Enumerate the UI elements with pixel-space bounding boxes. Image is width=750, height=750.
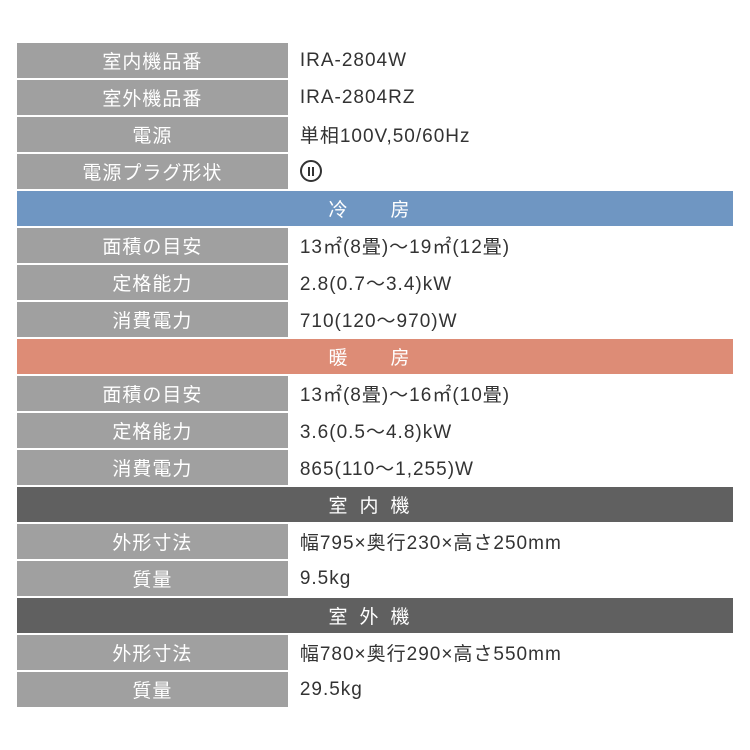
- value-heating-area: 13㎡(8畳)～16㎡(10畳): [289, 375, 734, 412]
- label-outdoor-model: 室外機品番: [16, 79, 289, 116]
- label-outdoor-weight: 質量: [16, 671, 289, 708]
- section-indoor-title: 室内機: [16, 486, 734, 523]
- label-indoor-weight: 質量: [16, 560, 289, 597]
- value-indoor-dimensions: 幅795×奥行230×高さ250mm: [289, 523, 734, 560]
- value-heating-power: 865(110～1,255)W: [289, 449, 734, 486]
- label-indoor-dimensions: 外形寸法: [16, 523, 289, 560]
- value-power: 単相100V,50/60Hz: [289, 116, 734, 153]
- section-cooling-title: 冷 房: [16, 190, 734, 227]
- value-indoor-model: IRA-2804W: [289, 42, 734, 79]
- label-heating-capacity: 定格能力: [16, 412, 289, 449]
- section-heating: 暖 房: [16, 338, 734, 375]
- plug-icon: [300, 160, 322, 182]
- label-plug: 電源プラグ形状: [16, 153, 289, 190]
- value-indoor-weight: 9.5kg: [289, 560, 734, 597]
- label-heating-area: 面積の目安: [16, 375, 289, 412]
- section-indoor-unit: 室内機: [16, 486, 734, 523]
- value-cooling-area: 13㎡(8畳)～19㎡(12畳): [289, 227, 734, 264]
- label-heating-power: 消費電力: [16, 449, 289, 486]
- value-plug: [289, 153, 734, 190]
- label-outdoor-dimensions: 外形寸法: [16, 634, 289, 671]
- section-cooling: 冷 房: [16, 190, 734, 227]
- row-outdoor-weight: 質量 29.5kg: [16, 671, 734, 708]
- label-cooling-power: 消費電力: [16, 301, 289, 338]
- row-plug: 電源プラグ形状: [16, 153, 734, 190]
- row-indoor-model: 室内機品番 IRA-2804W: [16, 42, 734, 79]
- label-indoor-model: 室内機品番: [16, 42, 289, 79]
- row-heating-power: 消費電力 865(110～1,255)W: [16, 449, 734, 486]
- value-cooling-capacity: 2.8(0.7～3.4)kW: [289, 264, 734, 301]
- row-cooling-capacity: 定格能力 2.8(0.7～3.4)kW: [16, 264, 734, 301]
- value-heating-capacity: 3.6(0.5～4.8)kW: [289, 412, 734, 449]
- label-cooling-capacity: 定格能力: [16, 264, 289, 301]
- row-indoor-weight: 質量 9.5kg: [16, 560, 734, 597]
- label-cooling-area: 面積の目安: [16, 227, 289, 264]
- row-outdoor-dimensions: 外形寸法 幅780×奥行290×高さ550mm: [16, 634, 734, 671]
- spec-table: 室内機品番 IRA-2804W 室外機品番 IRA-2804RZ 電源 単相10…: [15, 41, 735, 709]
- section-outdoor-unit: 室外機: [16, 597, 734, 634]
- row-cooling-area: 面積の目安 13㎡(8畳)～19㎡(12畳): [16, 227, 734, 264]
- value-outdoor-dimensions: 幅780×奥行290×高さ550mm: [289, 634, 734, 671]
- row-heating-area: 面積の目安 13㎡(8畳)～16㎡(10畳): [16, 375, 734, 412]
- value-outdoor-weight: 29.5kg: [289, 671, 734, 708]
- row-indoor-dimensions: 外形寸法 幅795×奥行230×高さ250mm: [16, 523, 734, 560]
- row-outdoor-model: 室外機品番 IRA-2804RZ: [16, 79, 734, 116]
- section-outdoor-title: 室外機: [16, 597, 734, 634]
- label-power: 電源: [16, 116, 289, 153]
- row-heating-capacity: 定格能力 3.6(0.5～4.8)kW: [16, 412, 734, 449]
- row-power: 電源 単相100V,50/60Hz: [16, 116, 734, 153]
- row-cooling-power: 消費電力 710(120～970)W: [16, 301, 734, 338]
- section-heating-title: 暖 房: [16, 338, 734, 375]
- value-cooling-power: 710(120～970)W: [289, 301, 734, 338]
- value-outdoor-model: IRA-2804RZ: [289, 79, 734, 116]
